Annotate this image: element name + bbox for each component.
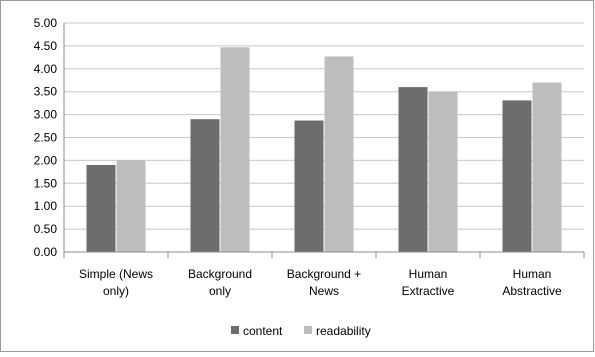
bar-readability-3: [428, 91, 458, 252]
bar-readability-2: [324, 56, 354, 253]
legend: content readability: [231, 324, 371, 338]
y-tick-label: 3.00: [34, 108, 58, 122]
bar-readability-4: [532, 82, 562, 252]
x-category-label: Extractive: [402, 284, 455, 298]
x-category-label: Simple (News: [79, 267, 153, 281]
y-tick-label: 2.00: [34, 153, 58, 167]
bar-readability-0: [116, 160, 146, 252]
legend-label-readability: readability: [316, 324, 371, 338]
y-tick-label: 1.50: [34, 176, 58, 190]
x-category-label: Human: [513, 267, 552, 281]
x-category-label: only: [209, 284, 231, 298]
x-category-label: Background: [188, 267, 252, 281]
y-tick-label: 3.50: [34, 85, 58, 99]
bar-content-4: [502, 100, 532, 252]
legend-swatch-readability: [304, 326, 312, 334]
y-tick-label: 2.50: [34, 131, 58, 145]
x-category-label: Human: [409, 267, 448, 281]
x-category-label: Abstractive: [502, 284, 562, 298]
y-tick-label: 4.50: [34, 39, 58, 53]
x-category-label: News: [309, 284, 339, 298]
bar-content-1: [190, 119, 220, 253]
y-tick-label: 0.00: [34, 245, 58, 259]
bar-content-2: [294, 120, 324, 252]
y-tick-label: 5.00: [34, 16, 58, 30]
y-tick-label: 1.00: [34, 199, 58, 213]
bars: [86, 47, 562, 253]
x-axis-category-labels: Simple (News only) Background only Backgroun…: [79, 267, 562, 298]
legend-label-content: content: [243, 324, 283, 338]
bar-readability-1: [220, 47, 250, 252]
bar-content-3: [398, 87, 428, 253]
x-category-label: Background +: [287, 267, 361, 281]
y-tick-label: 4.00: [34, 62, 58, 76]
y-tick-label: 0.50: [34, 222, 58, 236]
bar-content-0: [86, 164, 116, 252]
y-axis-tick-labels: 0.00 0.50 1.00 1.50 2.00 2.50 3.00 3.50 4.00 4.50…: [34, 16, 58, 259]
legend-swatch-content: [231, 326, 239, 334]
axes: [63, 23, 585, 258]
x-category-label: only): [103, 284, 129, 298]
